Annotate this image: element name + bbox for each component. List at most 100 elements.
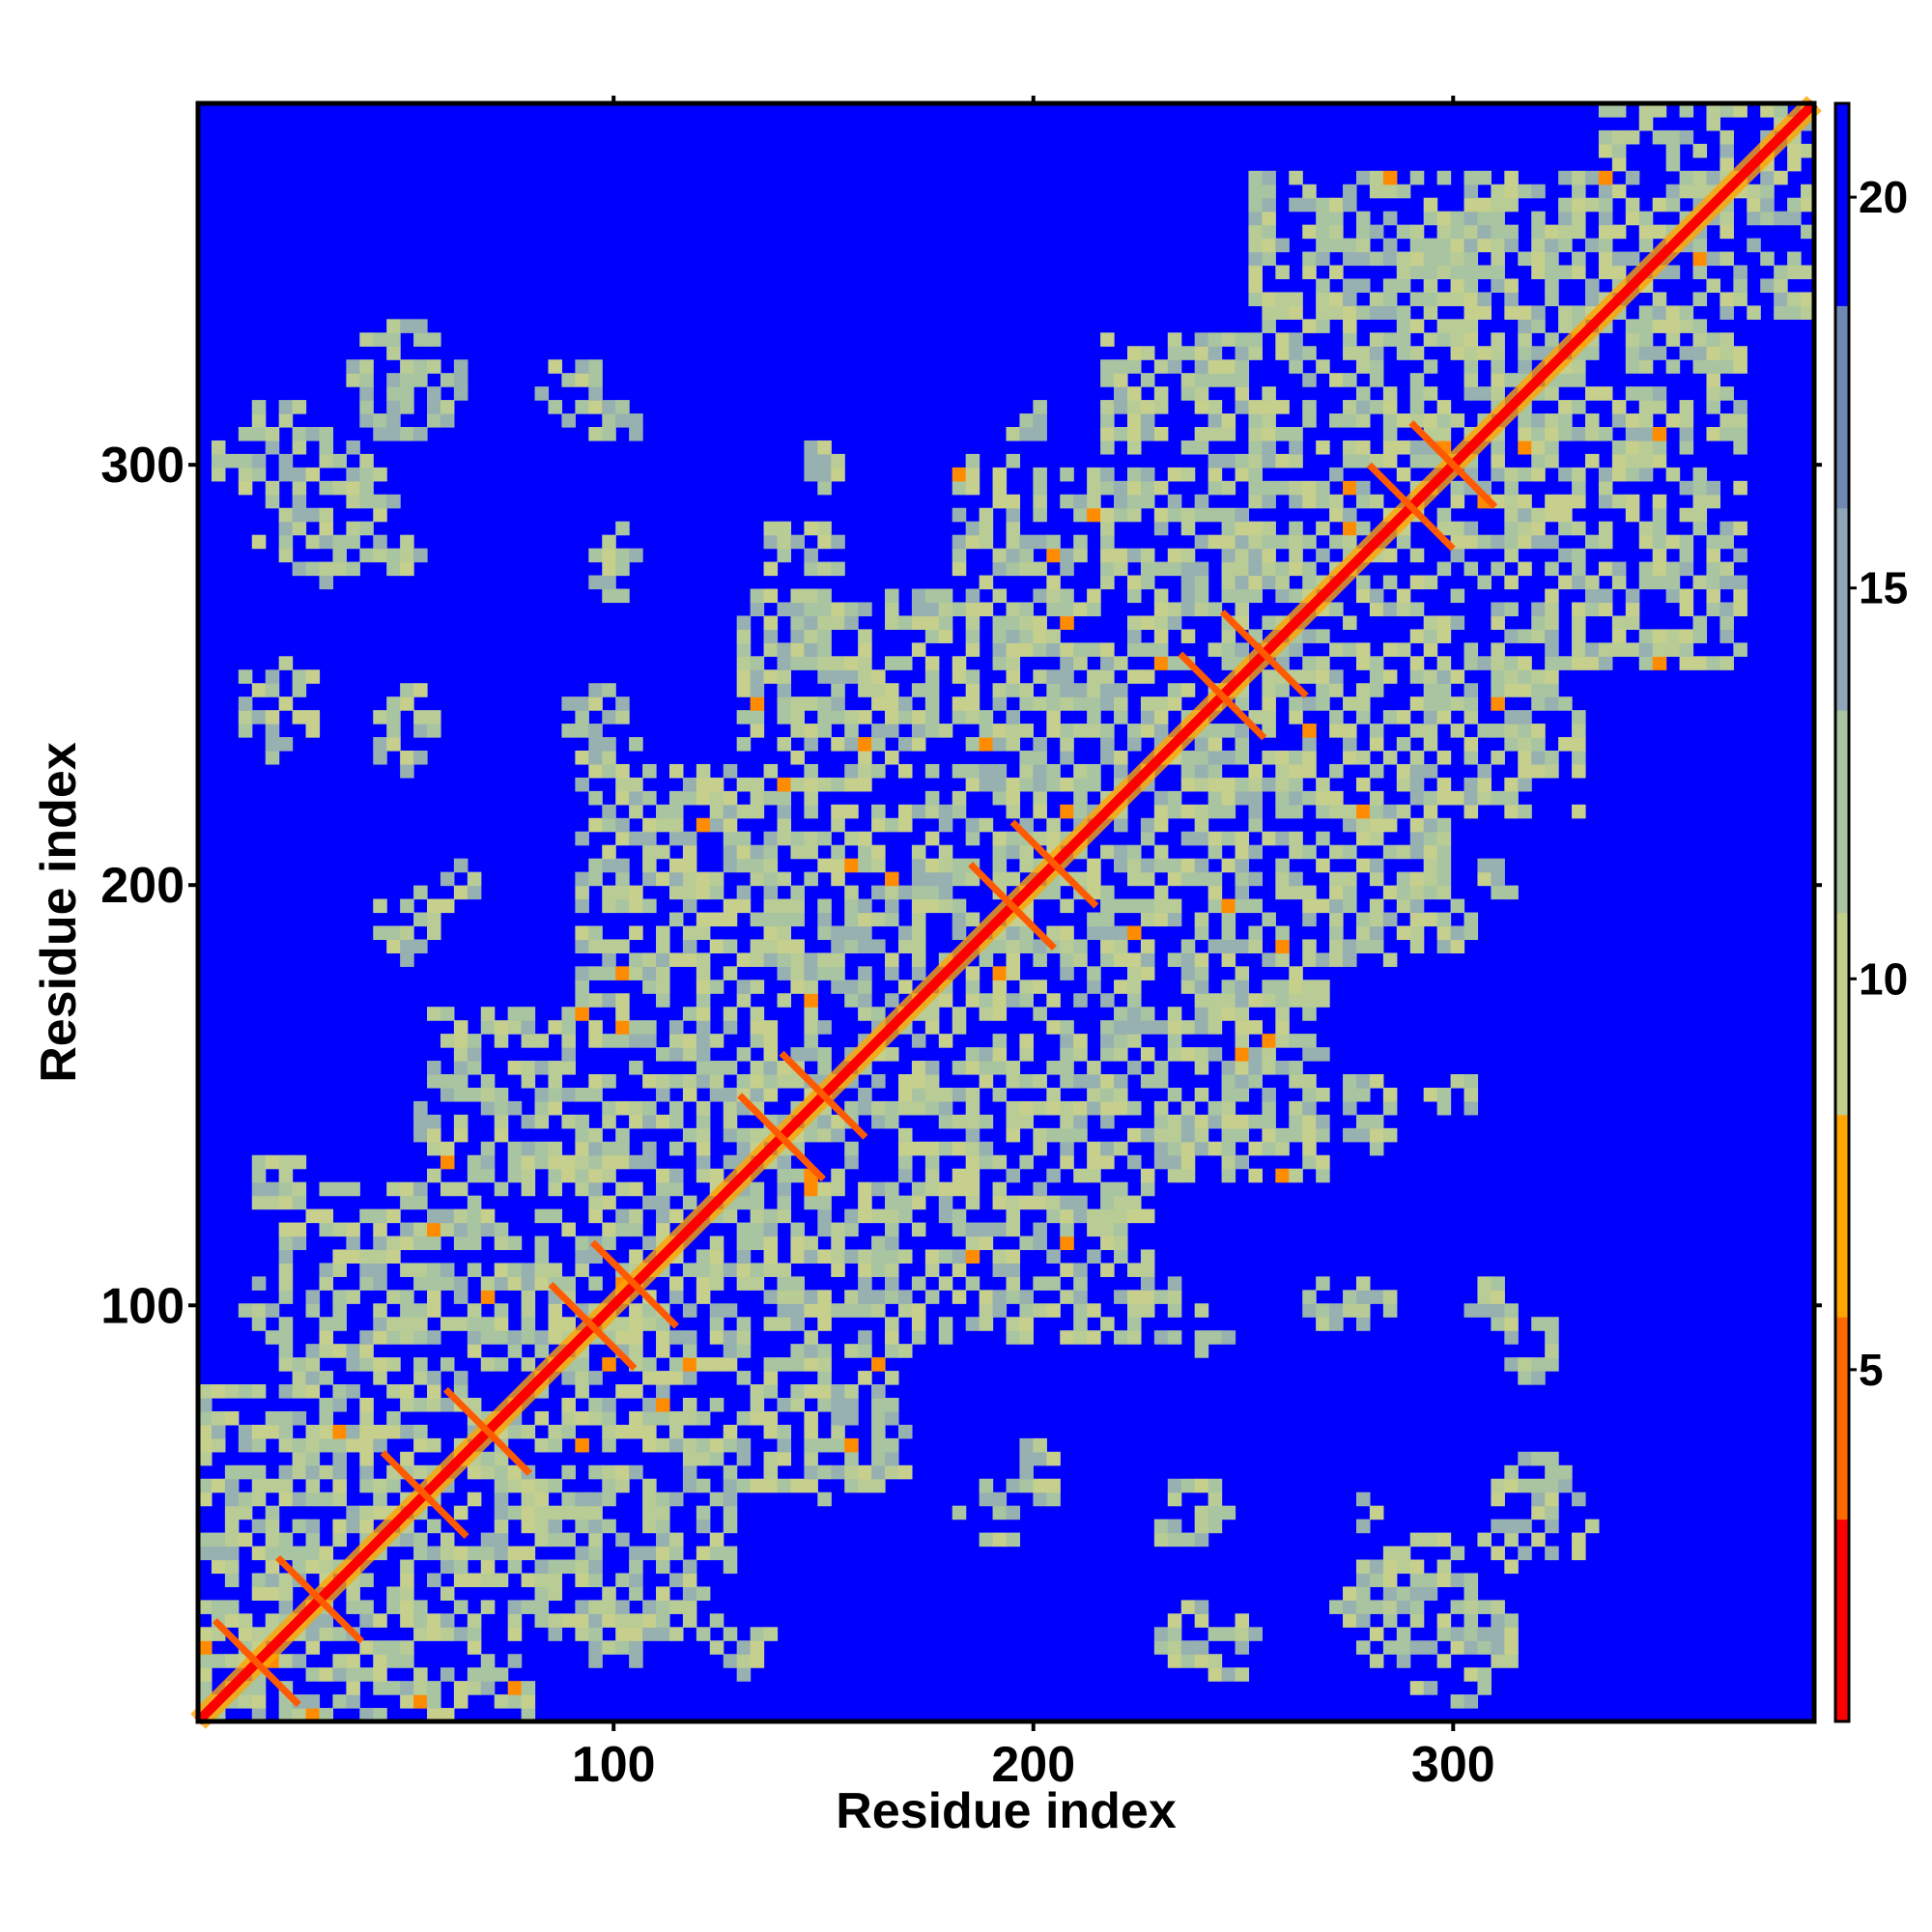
- heatmap-cell: [817, 467, 832, 482]
- heatmap-cell: [668, 817, 684, 833]
- heatmap-cell: [1060, 804, 1074, 819]
- heatmap-cell: [400, 1559, 414, 1575]
- heatmap-cell: [790, 696, 805, 711]
- heatmap-cell: [1033, 1127, 1047, 1143]
- heatmap-cell: [831, 696, 845, 711]
- heatmap-cell: [1006, 1330, 1021, 1345]
- heatmap-cell: [1073, 507, 1088, 523]
- heatmap-cell: [1248, 548, 1263, 563]
- heatmap-cell: [1046, 669, 1061, 684]
- heatmap-cell: [251, 1464, 267, 1480]
- heatmap-cell: [453, 1627, 469, 1641]
- heatmap-cell: [1006, 710, 1021, 724]
- heatmap-cell: [292, 561, 307, 577]
- heatmap-cell: [1518, 724, 1532, 738]
- heatmap-cell: [427, 1127, 441, 1143]
- heatmap-cell: [575, 1384, 589, 1399]
- heatmap-cell: [1316, 629, 1330, 643]
- heatmap-cell: [682, 1344, 697, 1358]
- heatmap-cell: [1208, 467, 1223, 482]
- heatmap-cell: [1679, 507, 1694, 523]
- heatmap-cell: [561, 1154, 576, 1170]
- heatmap-cell: [575, 751, 589, 765]
- heatmap-cell: [1114, 1141, 1128, 1156]
- heatmap-cell: [1329, 238, 1344, 253]
- heatmap-cell: [1409, 885, 1425, 900]
- heatmap-cell: [1100, 925, 1115, 941]
- heatmap-cell: [979, 1236, 994, 1251]
- heatmap-cell: [1126, 467, 1142, 482]
- heatmap-cell: [924, 790, 940, 806]
- heatmap-cell: [1140, 871, 1155, 887]
- heatmap-cell: [1289, 346, 1303, 360]
- heatmap-cell: [1611, 615, 1627, 630]
- heatmap-cell: [1463, 1303, 1479, 1318]
- heatmap-cell: [1355, 211, 1371, 226]
- heatmap-cell: [548, 1303, 563, 1318]
- heatmap-cell: [588, 1505, 603, 1520]
- heatmap-cell: [750, 1034, 765, 1048]
- heatmap-cell: [992, 1181, 1008, 1197]
- heatmap-cell: [790, 912, 805, 927]
- heatmap-cell: [265, 1195, 280, 1210]
- heatmap-cell: [1194, 1519, 1209, 1534]
- heatmap-cell: [682, 1371, 697, 1385]
- heatmap-cell: [292, 1519, 307, 1534]
- heatmap-cell: [952, 480, 967, 496]
- heatmap-cell: [1450, 494, 1465, 509]
- heatmap-cell: [413, 1600, 428, 1614]
- heatmap-cell: [1100, 1114, 1115, 1129]
- heatmap-cell: [952, 790, 967, 806]
- heatmap-cell: [1114, 952, 1128, 967]
- heatmap-cell: [1477, 858, 1492, 873]
- heatmap-cell: [979, 1222, 994, 1237]
- heatmap-cell: [844, 1290, 859, 1304]
- heatmap-cell: [534, 1532, 550, 1548]
- heatmap-cell: [1073, 952, 1088, 967]
- heatmap-cell: [924, 724, 940, 738]
- heatmap-cell: [561, 1424, 576, 1439]
- heatmap-cell: [1019, 413, 1034, 428]
- heatmap-cell: [1343, 278, 1357, 294]
- heatmap-cell: [858, 980, 872, 994]
- heatmap-cell: [790, 831, 805, 846]
- heatmap-cell: [696, 993, 711, 1008]
- heatmap-cell: [1545, 763, 1559, 779]
- heatmap-cell: [1491, 1640, 1505, 1655]
- heatmap-cell: [602, 1100, 616, 1116]
- heatmap-cell: [588, 1074, 603, 1089]
- heatmap-cell: [1033, 790, 1047, 806]
- heatmap-cell: [1531, 265, 1546, 280]
- heatmap-cell: [588, 359, 603, 374]
- heatmap-cell: [1572, 251, 1586, 267]
- heatmap-cell: [1275, 305, 1290, 320]
- heatmap-cell: [1114, 1100, 1128, 1116]
- heatmap-cell: [1396, 804, 1411, 819]
- heatmap-cell: [1545, 642, 1559, 657]
- heatmap-cell: [359, 1600, 374, 1614]
- heatmap-cell: [1221, 1168, 1236, 1183]
- heatmap-cell: [656, 1613, 670, 1628]
- heatmap-cell: [1126, 629, 1142, 643]
- heatmap-cell: [924, 871, 940, 887]
- heatmap-cell: [885, 1344, 899, 1358]
- heatmap-cell: [1719, 386, 1734, 401]
- heatmap-cell: [1302, 737, 1317, 752]
- heatmap-cell: [238, 1492, 253, 1507]
- heatmap-cell: [198, 1532, 213, 1548]
- heatmap-cell: [1208, 602, 1223, 617]
- heatmap-cell: [1572, 1532, 1586, 1548]
- heatmap-cell: [1235, 844, 1250, 860]
- heatmap-cell: [1572, 494, 1586, 509]
- heatmap-cell: [1329, 763, 1344, 779]
- heatmap-cell: [629, 548, 643, 563]
- heatmap-cell: [359, 373, 374, 387]
- heatmap-cell: [494, 1181, 509, 1197]
- heatmap-cell: [534, 1236, 550, 1251]
- heatmap-cell: [1208, 1330, 1223, 1345]
- heatmap-cell: [251, 1384, 267, 1399]
- heatmap-cell: [1060, 656, 1074, 670]
- heatmap-cell: [924, 1181, 940, 1197]
- heatmap-cell: [696, 1505, 711, 1520]
- heatmap-cell: [1006, 1074, 1021, 1089]
